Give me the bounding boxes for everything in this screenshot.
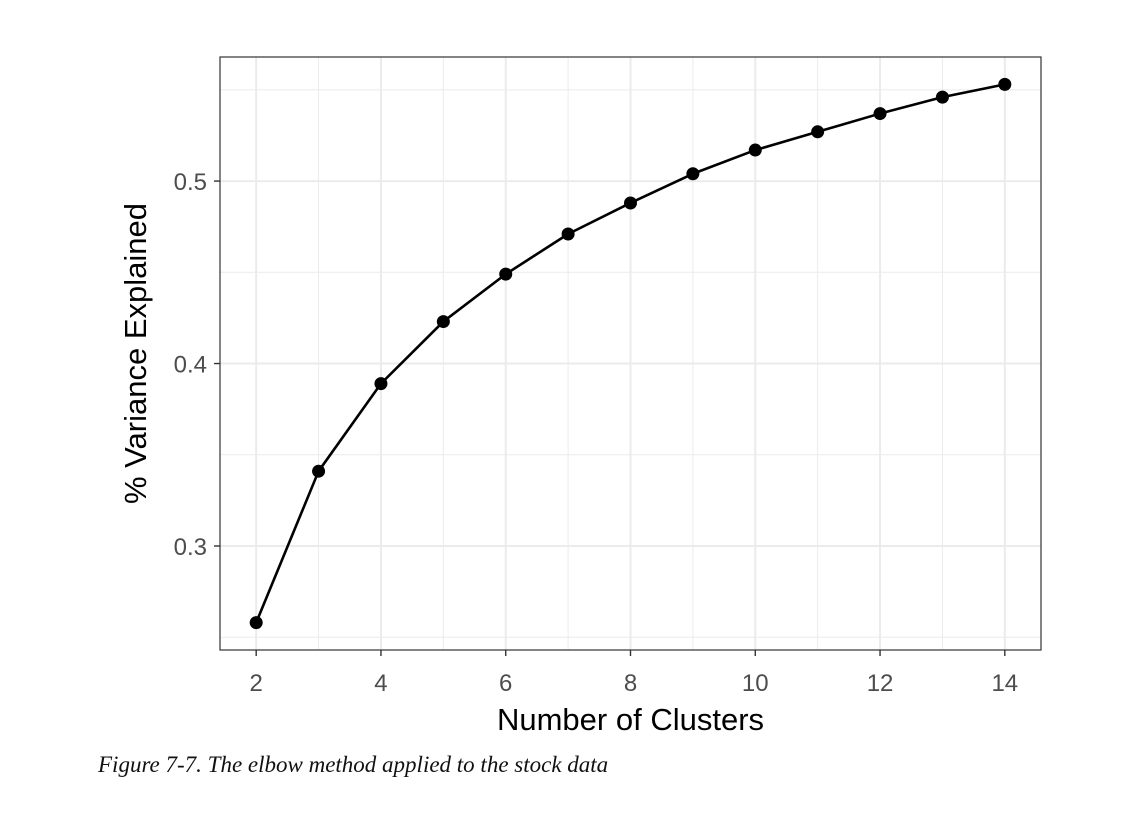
x-tick-label: 14 <box>991 670 1018 697</box>
data-point <box>998 77 1012 91</box>
data-point <box>748 143 762 157</box>
data-point <box>873 107 887 121</box>
x-tick-label: 6 <box>499 670 512 697</box>
data-points <box>249 77 1012 630</box>
data-point <box>624 196 637 210</box>
data-point <box>686 167 700 181</box>
data-point <box>436 315 450 329</box>
x-tick-label: 4 <box>374 670 387 697</box>
x-tick-label: 10 <box>742 670 769 697</box>
x-tick-label: 8 <box>624 670 637 697</box>
data-point <box>935 90 949 104</box>
data-point <box>249 616 263 630</box>
grid-lines <box>220 57 1041 650</box>
y-tick-label: 0.3 <box>174 534 207 561</box>
x-axis-title: Number of Clusters <box>497 702 764 737</box>
y-tick-label: 0.5 <box>174 169 207 196</box>
x-tick-label: 2 <box>250 670 263 697</box>
data-point <box>312 464 326 478</box>
data-point <box>374 377 388 391</box>
figure-caption: Figure 7-7. The elbow method applied to … <box>98 752 609 777</box>
axis-ticks: 2 4 6 8 10 12 14 0.3 0.4 0.5 <box>174 169 1019 697</box>
data-point <box>499 267 513 281</box>
y-tick-label: 0.4 <box>174 352 207 379</box>
data-point <box>561 227 575 241</box>
x-tick-label: 12 <box>867 670 894 697</box>
data-point <box>811 125 825 139</box>
y-axis-title: % Variance Explained <box>118 203 153 504</box>
